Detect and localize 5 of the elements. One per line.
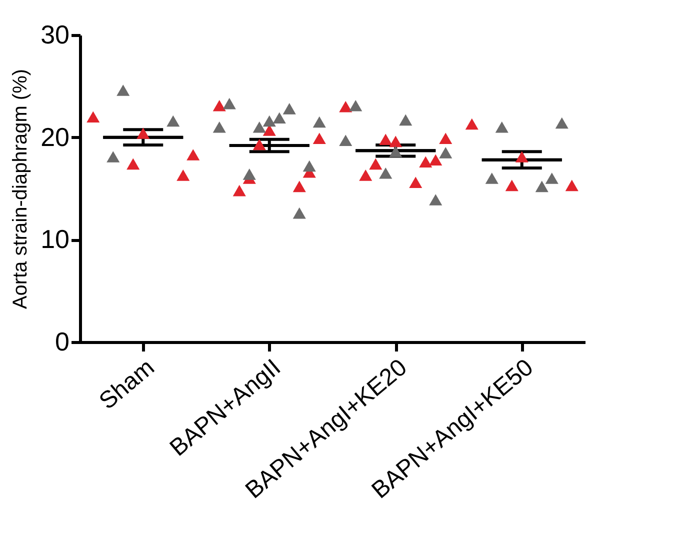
y-tick-label: 20 [40,122,70,152]
y-tick-label: 10 [40,224,70,254]
y-tick-label: 30 [40,20,70,50]
y-tick-label: 0 [55,326,70,356]
y-axis-title: Aorta strain-diaphragm (%) [10,68,32,310]
